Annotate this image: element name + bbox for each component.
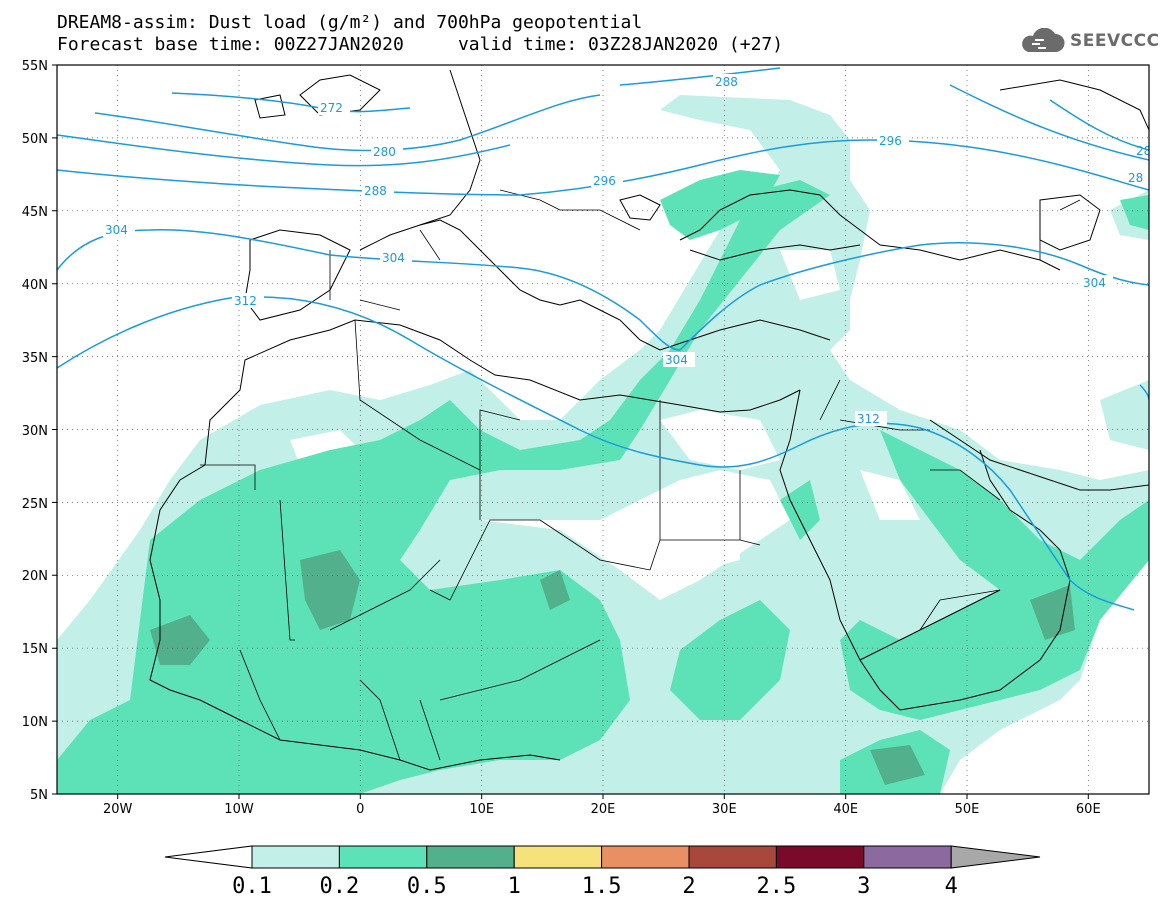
contour-label-296-a: 296 [593, 174, 616, 188]
colorbar-label: 1 [508, 874, 521, 899]
colorbar-label: 0.5 [407, 874, 447, 899]
lat-label: 5N [30, 788, 48, 803]
lat-label: 45N [22, 205, 48, 220]
graticule [57, 65, 1149, 794]
contour-label-304-d: 304 [1083, 276, 1106, 290]
lon-label: 50E [955, 802, 980, 817]
lat-label: 10N [22, 715, 48, 730]
contour-label-272: 272 [320, 101, 343, 115]
lon-label: 10W [224, 802, 254, 817]
lon-label: 20W [103, 802, 133, 817]
geopotential-contours [57, 67, 1149, 611]
colorbar-label: 2.5 [757, 874, 797, 899]
lat-label: 15N [22, 642, 48, 657]
colorbar-swatch [601, 845, 690, 869]
contour-label-288-a: 288 [364, 184, 387, 198]
contour-label-304-a: 304 [105, 223, 128, 237]
colorbar-labels: 0.1 0.2 0.5 1 1.5 2 2.5 3 4 [232, 874, 958, 899]
lat-label: 55N [22, 59, 48, 74]
axis-ticks [52, 64, 1089, 799]
colorbar [164, 845, 1041, 869]
contour-labels: 272 280 288 288 296 296 304 304 304 304 … [103, 74, 1151, 426]
colorbar-swatch [863, 845, 952, 869]
colorbar-swatch [688, 845, 777, 869]
colorbar-swatch [426, 845, 515, 869]
colorbar-label: 1.5 [582, 874, 622, 899]
lon-label: 20E [591, 802, 616, 817]
colorbar-under-triangle [164, 845, 253, 869]
contour-label-312-a: 312 [234, 294, 257, 308]
forecast-times: Forecast base time: 00Z27JAN2020 valid t… [57, 34, 784, 55]
lon-label: 0 [356, 802, 364, 817]
colorbar-label: 4 [945, 874, 958, 899]
contour-label-296-b: 296 [879, 134, 902, 148]
colorbar-over-triangle [950, 845, 1041, 869]
contour-label-312-b: 312 [857, 412, 880, 426]
colorbar-label: 0.2 [320, 874, 360, 899]
lat-label: 25N [22, 497, 48, 512]
contour-label-280: 280 [373, 145, 396, 159]
lat-label: 50N [22, 132, 48, 147]
contour-label-304-b: 304 [382, 251, 405, 265]
colorbar-swatch [513, 845, 603, 869]
lat-label: 30N [22, 424, 48, 439]
colorbar-swatch [338, 845, 428, 869]
colorbar-swatch [775, 845, 865, 869]
map-title: DREAM8-assim: Dust load (g/m²) and 700hP… [57, 12, 643, 33]
lat-label: 40N [22, 278, 48, 293]
latitude-labels: 55N 50N 45N 40N 35N 30N 25N 20N 15N 10N … [22, 59, 48, 803]
lon-label: 10E [469, 802, 494, 817]
seevccc-logo: SEEVCCC [1018, 28, 1160, 54]
dust-layer-dark [150, 550, 1075, 785]
lat-label: 20N [22, 569, 48, 584]
logo-text: SEEVCCC [1070, 31, 1160, 51]
longitude-labels: 20W 10W 0 10E 20E 30E 40E 50E 60E [103, 802, 1101, 817]
contour-label-28-b: 28 [1128, 171, 1143, 185]
lon-label: 40E [833, 802, 858, 817]
colorbar-label: 0.1 [232, 874, 272, 899]
contour-label-288-b: 288 [715, 75, 738, 89]
colorbar-swatch [251, 845, 340, 869]
colorbar-label: 3 [857, 874, 870, 899]
contour-label-304-c: 304 [665, 353, 688, 367]
lon-label: 60E [1076, 802, 1101, 817]
lat-label: 35N [22, 351, 48, 366]
cloud-icon [1022, 28, 1065, 52]
colorbar-label: 2 [682, 874, 695, 899]
lon-label: 30E [712, 802, 737, 817]
contour-label-28-a: 28 [1136, 144, 1151, 158]
borders [200, 189, 1081, 761]
